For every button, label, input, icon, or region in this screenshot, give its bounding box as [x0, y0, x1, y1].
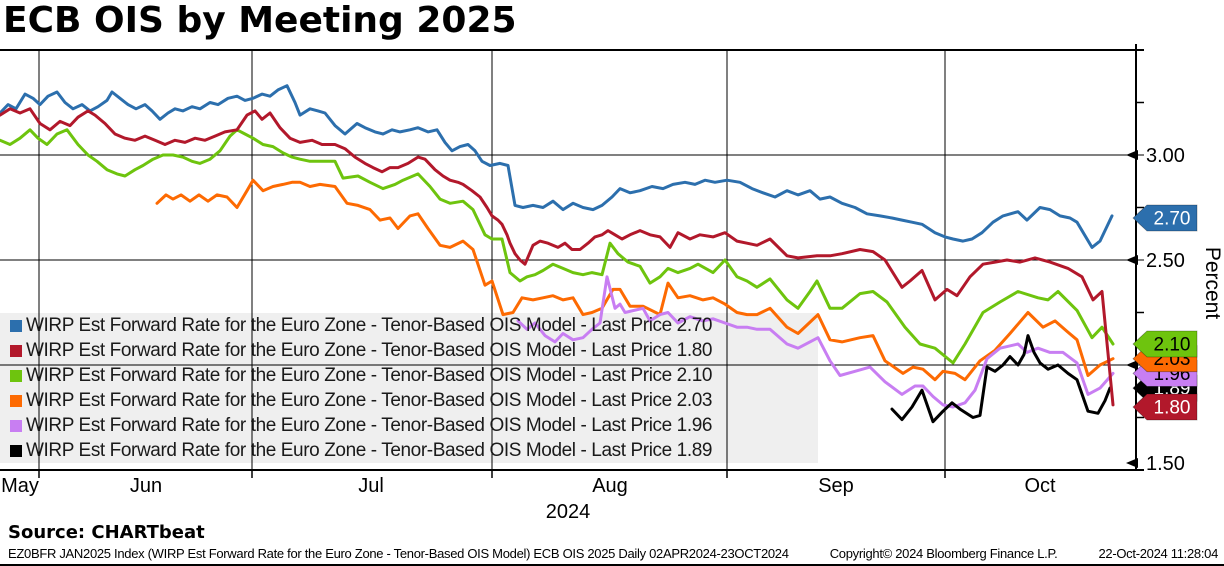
y-tick-label: 2.50: [1146, 250, 1185, 272]
legend-item-orange: WIRP Est Forward Rate for the Euro Zone …: [10, 388, 818, 413]
price-tag-2-10: [1132, 330, 1198, 358]
y-tick-arrow: [1126, 360, 1138, 370]
price-tag-label: 2.10: [1154, 335, 1191, 356]
legend-label: WIRP Est Forward Rate for the Euro Zone …: [26, 339, 713, 361]
legend-label: WIRP Est Forward Rate for the Euro Zone …: [26, 389, 713, 411]
legend-swatch-orange: [10, 394, 22, 407]
price-tag-label: 2.70: [1154, 209, 1191, 230]
y-tick-label: 1.50: [1146, 453, 1185, 475]
disclaimer-timestamp: 22-Oct-2024 11:28:04: [1098, 546, 1218, 561]
legend-swatch-red: [10, 344, 22, 357]
legend-swatch-black: [10, 444, 22, 457]
legend-swatch-purple: [10, 419, 22, 432]
series-line-orange: [155, 178, 1115, 382]
y-tick-arrow: [1126, 458, 1138, 468]
y-tick-arrow: [1126, 255, 1138, 265]
series-line-purple: [516, 275, 1115, 409]
legend-label: WIRP Est Forward Rate for the Euro Zone …: [26, 314, 713, 336]
legend-swatch-green: [10, 369, 22, 382]
x-month-label: Jul: [358, 475, 384, 497]
legend-label: WIRP Est Forward Rate for the Euro Zone …: [26, 439, 713, 461]
legend-background: [0, 313, 818, 463]
legend-swatch-blue: [10, 319, 22, 332]
legend-label: WIRP Est Forward Rate for the Euro Zone …: [26, 414, 713, 436]
legend-label: WIRP Est Forward Rate for the Euro Zone …: [26, 364, 713, 386]
series-line-green: [0, 128, 1115, 365]
chart-title: ECB OIS by Meeting 2025: [3, 0, 517, 41]
price-tag-label: 1.80: [1154, 398, 1191, 419]
price-tag-2-70: [1132, 204, 1198, 232]
disclaimer-bar: EZ0BFR JAN2025 Index (WIRP Est Forward R…: [8, 546, 1218, 561]
price-tag-1-80: [1132, 393, 1198, 421]
y-tick-arrow: [1126, 150, 1138, 160]
x-month-label: May: [1, 475, 39, 497]
legend-item-purple: WIRP Est Forward Rate for the Euro Zone …: [10, 413, 818, 438]
disclaimer-index-text: EZ0BFR JAN2025 Index (WIRP Est Forward R…: [8, 546, 789, 561]
y-tick-label: 3.00: [1146, 145, 1185, 167]
disclaimer-copyright: Copyright© 2024 Bloomberg Finance L.P.: [829, 546, 1058, 561]
series-line-blue: [0, 84, 1114, 249]
x-month-label: Oct: [1024, 475, 1056, 497]
x-month-label: Sep: [818, 475, 854, 497]
legend-item-green: WIRP Est Forward Rate for the Euro Zone …: [10, 363, 818, 388]
source-line: Source: CHARTbeat: [8, 522, 205, 543]
legend-item-black: WIRP Est Forward Rate for the Euro Zone …: [10, 438, 818, 463]
y-axis-title: Percent: [1201, 247, 1224, 320]
legend-item-red: WIRP Est Forward Rate for the Euro Zone …: [10, 338, 818, 363]
x-month-label: Jun: [130, 475, 162, 497]
series-line-black: [890, 334, 1112, 424]
chart-legend: WIRP Est Forward Rate for the Euro Zone …: [0, 313, 818, 463]
x-month-label: Aug: [592, 475, 628, 497]
legend-item-blue: WIRP Est Forward Rate for the Euro Zone …: [10, 313, 818, 338]
x-year-label: 2024: [546, 501, 591, 523]
series-line-red: [0, 107, 1115, 407]
